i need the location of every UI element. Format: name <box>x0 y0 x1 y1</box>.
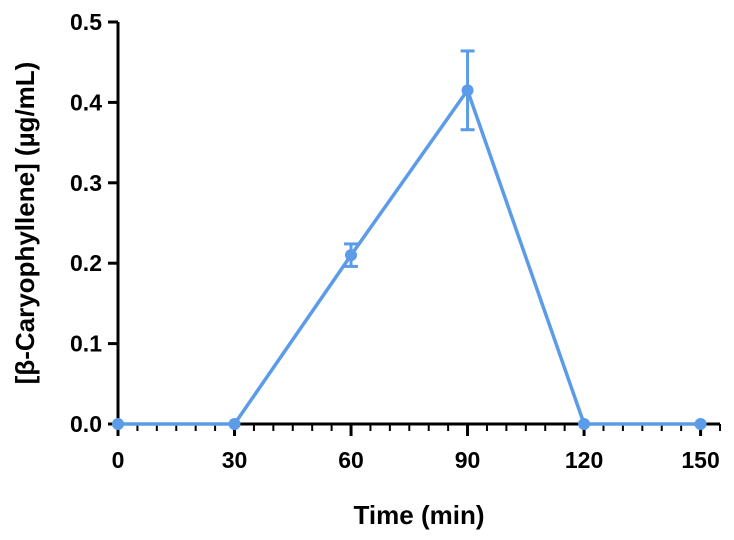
data-point-0 <box>112 418 124 430</box>
y-tick-label-0: 0.0 <box>70 411 102 437</box>
y-tick-label-3: 0.3 <box>70 170 102 196</box>
x-tick-label-3: 90 <box>455 447 481 473</box>
data-point-1 <box>228 418 241 430</box>
y-tick-label-4: 0.4 <box>70 89 102 115</box>
y-axis-ticks: 0.0 0.1 0.2 0.3 0.4 0.5 <box>70 9 118 437</box>
x-tick-label-4: 120 <box>565 447 603 473</box>
series-layer <box>112 49 707 430</box>
x-axis-ticks: 0 30 60 90 120 150 <box>112 424 720 473</box>
y-tick-label-1: 0.1 <box>70 331 102 357</box>
x-tick-label-0: 0 <box>112 447 125 473</box>
y-tick-label-2: 0.2 <box>70 250 102 276</box>
series-0-line <box>118 88 701 426</box>
y-axis-title: [β-Caryophyllene] (µg/mL) <box>10 62 40 385</box>
y-tick-label-5: 0.5 <box>70 9 102 35</box>
x-tick-label-1: 30 <box>222 447 248 473</box>
data-point-4 <box>578 418 591 430</box>
x-axis-title: Time (min) <box>354 500 485 530</box>
data-point-3 <box>461 84 474 97</box>
data-point-5 <box>694 418 707 430</box>
data-point-2 <box>345 249 358 262</box>
x-tick-label-2: 60 <box>338 447 364 473</box>
x-tick-label-5: 150 <box>681 447 719 473</box>
